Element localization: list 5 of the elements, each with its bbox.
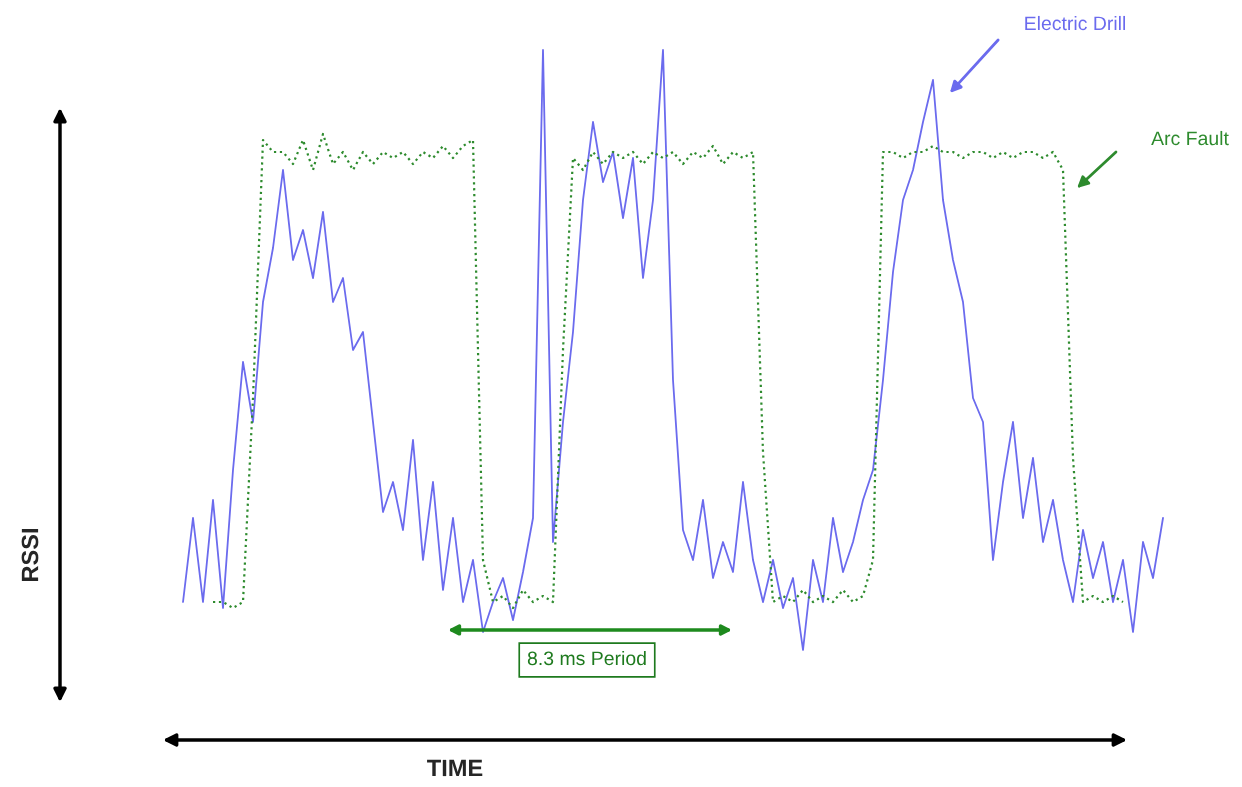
text: TIME — [427, 759, 483, 777]
text: 8.3 ms Period — [527, 650, 646, 666]
text: Arc Fault — [1151, 130, 1229, 146]
text: RSSI — [21, 529, 39, 581]
text: Electric Drill — [1025, 15, 1126, 31]
